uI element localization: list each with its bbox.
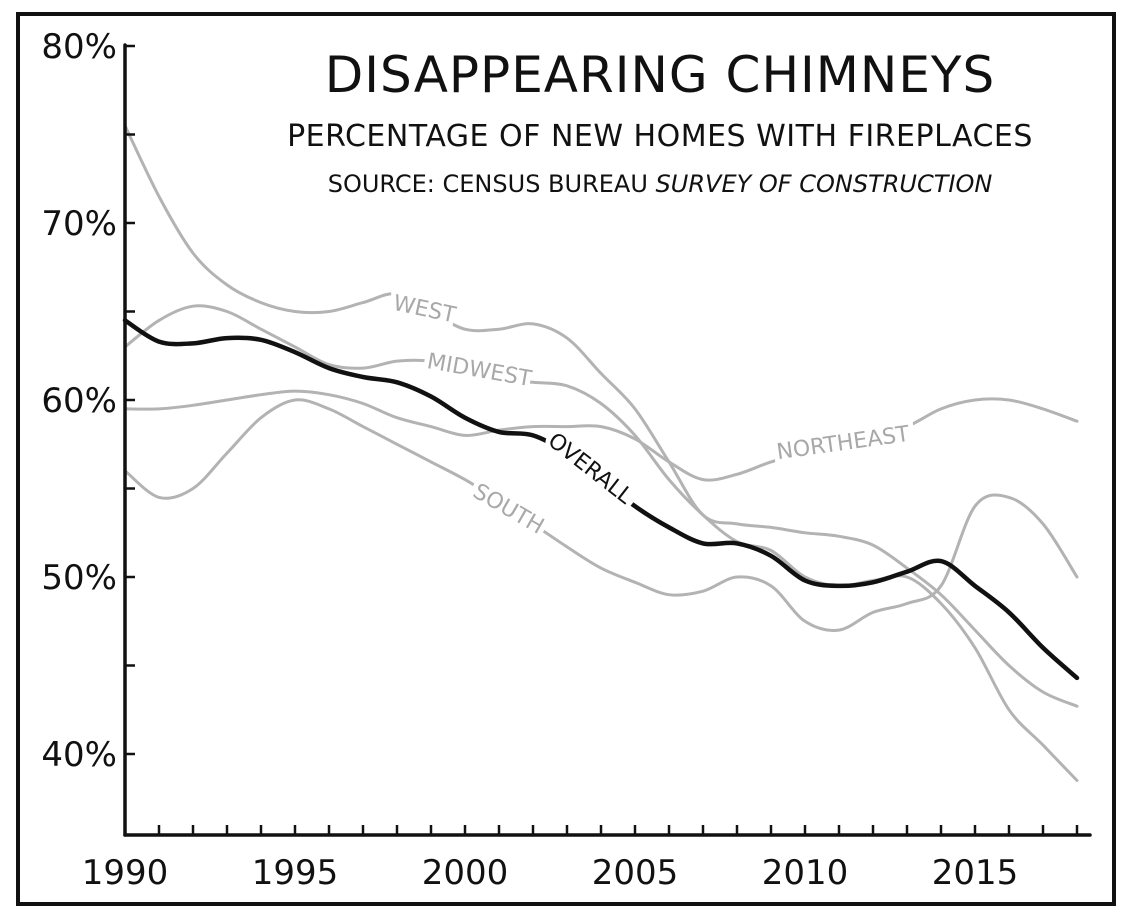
x-tick-label: 2010: [762, 853, 849, 893]
series-line-northeast: [123, 389, 1079, 482]
axis-layer: 80% 70% 60% 50% 40% 1990 1995 2000 2005 2010 2015: [41, 27, 1092, 893]
series-layer: [122, 124, 1080, 782]
x-tick-label: 2000: [422, 853, 509, 893]
series-label-overall: OVERALL: [543, 428, 638, 510]
y-tick-label: 40%: [41, 735, 117, 775]
series-line-south: [123, 398, 1079, 632]
series-line-overall: [122, 318, 1080, 681]
series-label-midwest: MIDWEST: [425, 349, 534, 392]
y-tick-label: 50%: [41, 558, 117, 598]
x-tick-label: 2015: [932, 853, 1019, 893]
chart-subtitle: PERCENTAGE OF NEW HOMES WITH FIREPLACES: [287, 119, 1033, 154]
x-tick-label: 2005: [592, 853, 679, 893]
y-tick-label: 80%: [41, 27, 117, 67]
chart-source: SOURCE: CENSUS BUREAU SURVEY OF CONSTRUC…: [328, 170, 993, 198]
x-tick-label: 1995: [252, 853, 339, 893]
series-line-midwest: [123, 304, 1079, 782]
y-tick-label: 60%: [41, 381, 117, 421]
series-label-northeast: NORTHEAST: [775, 422, 912, 465]
chart-title: DISAPPEARING CHIMNEYS: [325, 46, 995, 104]
y-tick-label: 70%: [41, 204, 117, 244]
chart-frame: [16, 12, 1116, 906]
source-survey-name: SURVEY OF CONSTRUCTION: [656, 170, 993, 198]
source-prefix: SOURCE: CENSUS BUREAU: [328, 170, 648, 198]
series-line-west: [123, 124, 1079, 708]
series-label-west: WEST: [391, 291, 458, 329]
series-label-south: SOUTH: [468, 479, 548, 539]
x-tick-label: 1990: [82, 853, 169, 893]
